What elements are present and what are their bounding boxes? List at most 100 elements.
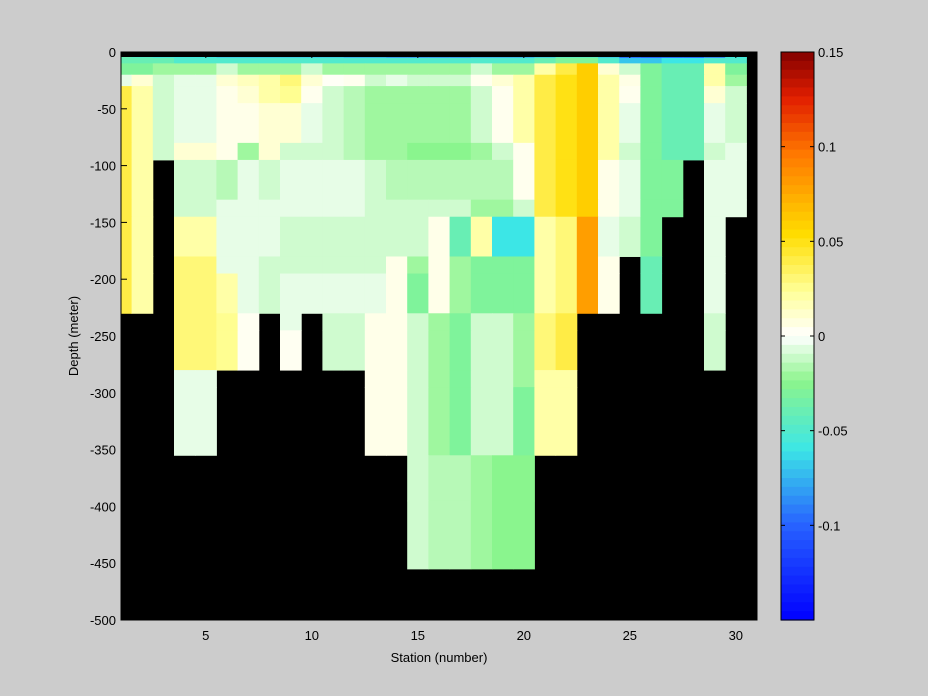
- heatmap-cell: [470, 63, 493, 76]
- heatmap-cell: [386, 330, 408, 371]
- heatmap-cell: [121, 159, 133, 201]
- heatmap-cell: [386, 387, 408, 456]
- x-axis: 5 10 15 20 25 30: [202, 52, 743, 643]
- heatmap-cell: [280, 57, 302, 64]
- colorbar-band: [781, 371, 814, 381]
- heatmap-cell: [598, 273, 620, 314]
- heatmap-cell: [428, 199, 451, 218]
- heatmap-cell: [343, 256, 366, 275]
- heatmap-cell: [301, 256, 323, 275]
- heatmap-cell: [322, 57, 345, 64]
- heatmap-cell: [534, 103, 557, 144]
- heatmap-cell: [470, 455, 493, 502]
- heatmap-cell: [513, 199, 535, 218]
- heatmap-cell: [195, 57, 217, 64]
- heatmap-cell: [449, 142, 472, 161]
- heatmap-cell: [640, 63, 663, 76]
- heatmap-cell: [534, 142, 557, 161]
- heatmap-cell: [407, 159, 429, 201]
- y-tick-label: -250: [90, 329, 116, 344]
- heatmap-cell: [216, 199, 239, 218]
- y-tick-label: -300: [90, 386, 116, 401]
- heatmap-cell: [195, 216, 217, 257]
- heatmap-cell: [449, 500, 472, 570]
- heatmap-cell: [513, 216, 535, 257]
- heatmap-cell: [661, 74, 684, 87]
- heatmap-cell: [322, 273, 345, 314]
- heatmap-cell: [534, 330, 557, 371]
- heatmap-cell: [280, 142, 302, 161]
- colorbar-band: [781, 52, 814, 62]
- heatmap-cell: [513, 159, 535, 201]
- heatmap-cell: [195, 273, 217, 314]
- heatmap-cell: [470, 313, 493, 331]
- colorbar-band: [781, 602, 814, 612]
- heatmap-cell: [174, 330, 196, 371]
- heatmap-cell: [258, 273, 281, 314]
- heatmap-cell: [619, 216, 641, 257]
- heatmap-cell: [407, 387, 429, 456]
- heatmap-cell: [237, 216, 260, 257]
- heatmap-cell: [555, 103, 578, 144]
- heatmap-cell: [121, 63, 133, 76]
- heatmap-cell: [258, 256, 281, 275]
- heatmap-cell: [576, 63, 599, 76]
- heatmap-cell: [174, 159, 196, 201]
- x-axis-label: Station (number): [391, 650, 488, 665]
- heatmap-cell: [513, 74, 535, 87]
- heatmap-cell: [534, 313, 557, 331]
- colorbar-band: [781, 131, 814, 142]
- colorbar-band: [781, 282, 814, 293]
- heatmap-cell: [364, 159, 387, 201]
- colorbar-band: [781, 389, 814, 399]
- y-tick-label: -50: [97, 102, 116, 117]
- heatmap-cell: [534, 57, 557, 64]
- heatmap-cell: [428, 330, 451, 371]
- heatmap-cell: [470, 103, 493, 144]
- heatmap-cell: [576, 74, 599, 87]
- x-tick-label: 30: [729, 628, 743, 643]
- heatmap-cell: [449, 74, 472, 87]
- heatmap-cell: [640, 57, 663, 64]
- heatmap-cell: [131, 74, 154, 87]
- heatmap-cell: [725, 159, 747, 201]
- colorbar-band: [781, 566, 814, 577]
- heatmap-cell: [121, 199, 133, 218]
- colorbar-tick-label: -0.05: [818, 424, 848, 439]
- heatmap-cell: [492, 57, 514, 64]
- colorbar-band: [781, 486, 814, 497]
- heatmap-cell: [195, 142, 217, 161]
- heatmap-cell: [640, 142, 663, 161]
- heatmap-cell: [682, 74, 705, 87]
- heatmap-cell: [492, 500, 514, 570]
- colorbar-band: [781, 540, 814, 550]
- y-tick-label: -200: [90, 272, 116, 287]
- colorbar-band: [781, 149, 814, 160]
- heatmap-cell: [237, 86, 260, 104]
- heatmap-cell: [492, 63, 514, 76]
- heatmap-cell: [174, 199, 196, 218]
- y-tick-label: -500: [90, 613, 116, 628]
- heatmap-cell: [725, 57, 747, 64]
- heatmap-cell: [619, 103, 641, 144]
- heatmap-cell: [216, 256, 239, 275]
- heatmap-cell: [513, 256, 535, 275]
- heatmap-cell: [386, 256, 408, 275]
- heatmap-cell: [131, 103, 154, 144]
- heatmap-cell: [131, 63, 154, 76]
- colorbar-ticks: 0.15 0.1 0.05 0 -0.05 -0.1: [781, 45, 848, 533]
- heatmap-cell: [725, 103, 747, 144]
- heatmap-cell: [555, 142, 578, 161]
- heatmap-cell: [428, 63, 451, 76]
- heatmap-cell: [343, 273, 366, 314]
- colorbar-band: [781, 291, 814, 302]
- y-tick-label: -150: [90, 215, 116, 230]
- colorbar-band: [781, 584, 814, 594]
- heatmap-cell: [237, 313, 260, 331]
- colorbar-band: [781, 344, 814, 355]
- heatmap-cell: [492, 199, 514, 218]
- heatmap-cell: [407, 86, 429, 104]
- x-tick-label: 20: [517, 628, 531, 643]
- heatmap-cell: [598, 63, 620, 76]
